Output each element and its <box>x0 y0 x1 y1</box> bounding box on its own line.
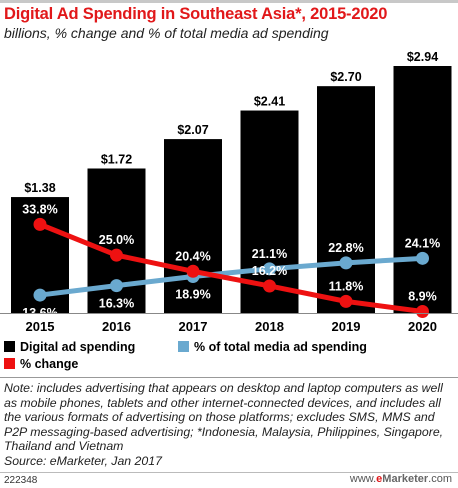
share-label-2017: 18.9% <box>175 288 210 302</box>
change-label-2015: 33.8% <box>22 202 57 216</box>
top-rule <box>0 0 458 3</box>
source-text: Source: eMarketer, Jan 2017 <box>4 453 162 468</box>
change-point-2015 <box>33 217 47 231</box>
bar-series <box>11 66 452 313</box>
bar-2017 <box>164 139 222 313</box>
of-total-media-ad-spending-point-2019 <box>339 256 353 270</box>
change-point-2019 <box>339 294 353 308</box>
legend-label: % of total media ad spending <box>194 340 367 354</box>
line-series <box>33 217 429 319</box>
divider <box>0 377 458 378</box>
of-total-media-ad-spending-point-2016 <box>110 279 123 293</box>
chart-area: $1.38 $1.72 $2.07 $2.41 $2.70 $2.94 33.8% 25.0%… <box>0 50 458 334</box>
of-total-media-ad-spending-point-2020 <box>416 251 429 265</box>
share-label-2020: 24.1% <box>405 236 440 250</box>
x-tick-label-2019: 2019 <box>332 319 361 334</box>
x-tick-label-2020: 2020 <box>408 319 437 334</box>
change-point-2020 <box>416 305 429 319</box>
chart-subtitle: billions, % change and % of total media … <box>4 25 329 41</box>
change-label-2019: 11.8% <box>329 279 364 293</box>
bar-2019 <box>317 86 375 313</box>
legend-swatch-black <box>4 341 15 352</box>
bar-label-2017: $2.07 <box>177 123 208 137</box>
brand-logo[interactable]: www.eMarketer.com <box>350 473 452 485</box>
brand-name: Marketer <box>382 473 429 485</box>
legend-swatch-blue <box>178 341 189 352</box>
chart-id: 222348 <box>4 475 38 486</box>
x-axis: 2015 2016 2017 2018 2019 2020 <box>0 313 458 334</box>
bar-label-2015: $1.38 <box>24 181 55 195</box>
of-total-media-ad-spending-point-2018 <box>263 262 276 276</box>
change-label-2017: 20.4% <box>175 249 210 263</box>
change-point-2018 <box>263 279 276 293</box>
x-tick-label-2015: 2015 <box>26 319 55 334</box>
x-tick-label-2018: 2018 <box>255 319 284 334</box>
footer-rule <box>0 472 458 473</box>
share-label-2019: 22.8% <box>328 241 363 255</box>
brand-suffix: .com <box>428 473 452 485</box>
change-label-2020: 8.9% <box>408 290 437 304</box>
bar-label-2016: $1.72 <box>101 152 132 166</box>
bar-2020 <box>393 66 452 313</box>
legend-item-digital-ad-spending: Digital ad spending <box>4 340 135 354</box>
data-labels: $1.38 $1.72 $2.07 $2.41 $2.70 $2.94 33.8% 25.0%… <box>22 50 440 320</box>
brand-e: e <box>376 473 383 485</box>
change-point-2016 <box>110 248 123 262</box>
legend-label: Digital ad spending <box>20 340 136 354</box>
legend-item-percent-change: % change <box>4 357 78 371</box>
brand-prefix: www. <box>349 473 377 485</box>
bar-2018 <box>240 110 299 313</box>
legend-label: % change <box>20 357 79 371</box>
x-tick-label-2017: 2017 <box>179 319 208 334</box>
change-label-2018: 16.2% <box>252 264 287 278</box>
of-total-media-ad-spending-point-2015 <box>33 288 47 302</box>
bar-label-2018: $2.41 <box>254 95 285 109</box>
of-total-media-ad-spending-line <box>37 255 425 298</box>
x-tick-label-2016: 2016 <box>102 319 131 334</box>
note-text: Note: includes advertising that appears … <box>4 381 444 454</box>
legend-swatch-red <box>4 358 15 369</box>
share-label-2018: 21.1% <box>252 247 287 261</box>
chart-title: Digital Ad Spending in Southeast Asia*, … <box>4 5 388 23</box>
chart-note: Note: includes advertising that appears … <box>4 381 456 469</box>
share-label-2016: 16.3% <box>99 297 134 311</box>
change-point-2017 <box>186 264 200 278</box>
bar-label-2019: $2.70 <box>330 70 361 84</box>
legend-item-share-of-total: % of total media ad spending <box>178 340 367 354</box>
bar-label-2020: $2.94 <box>407 50 438 64</box>
change-line <box>37 221 425 315</box>
change-label-2016: 25.0% <box>99 233 134 247</box>
